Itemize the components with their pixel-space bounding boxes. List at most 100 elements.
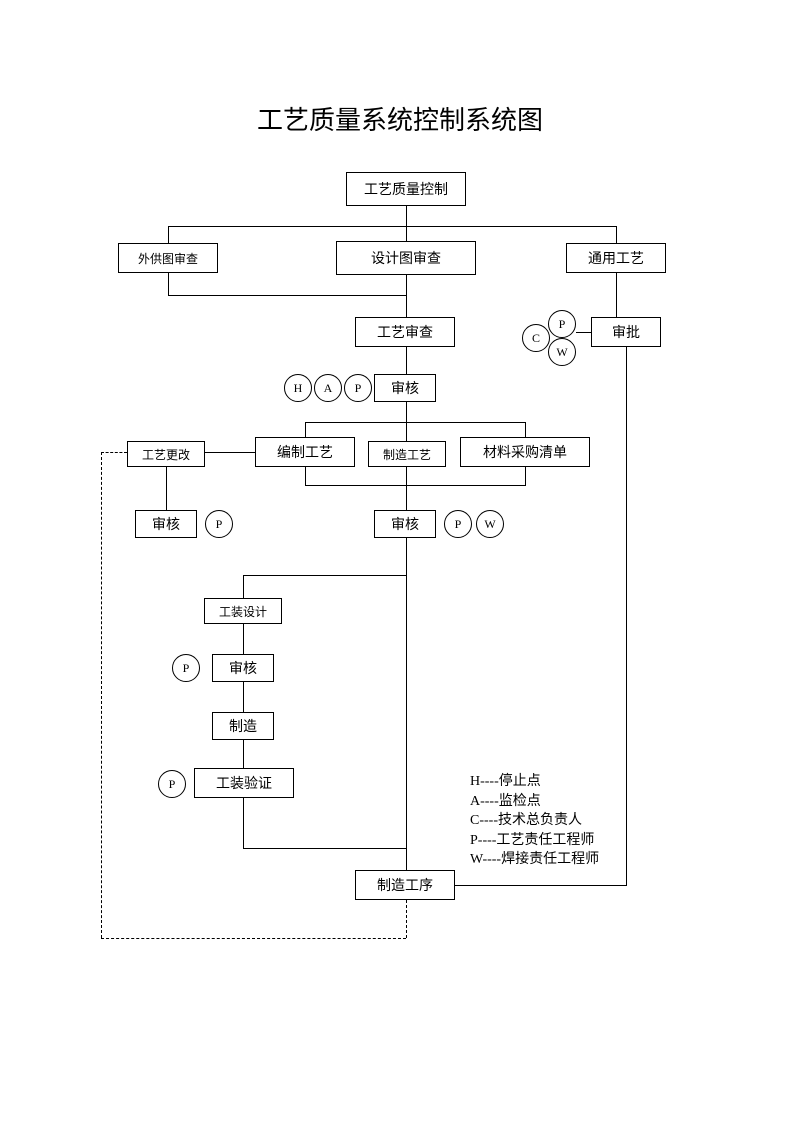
- circle-a: A: [314, 374, 342, 402]
- node-right-top: 通用工艺: [566, 243, 666, 273]
- circle-label: P: [455, 517, 462, 532]
- node-left-top: 外供图审查: [118, 243, 218, 273]
- circle-label: W: [556, 345, 567, 360]
- circle-label: P: [169, 777, 176, 792]
- legend-item: A----监检点: [470, 792, 599, 812]
- edge: [616, 273, 617, 317]
- circle-label: P: [559, 317, 566, 332]
- node-gzyz: 工装验证: [194, 768, 294, 798]
- edge: [243, 682, 244, 712]
- legend-item: H----停止点: [470, 772, 599, 792]
- node-zzgx: 制造工序: [355, 870, 455, 900]
- edge: [406, 402, 407, 422]
- circle-c: C: [522, 324, 550, 352]
- node-label: 制造工序: [377, 875, 433, 895]
- edge: [243, 575, 406, 576]
- circle-p4: P: [444, 510, 472, 538]
- node-label: 审批: [612, 322, 640, 342]
- node-label: 通用工艺: [588, 248, 644, 268]
- edge: [616, 226, 617, 243]
- node-zz: 制造: [212, 712, 274, 740]
- circle-label: P: [355, 381, 362, 396]
- node-gygg: 工艺更改: [127, 441, 205, 467]
- legend: H----停止点 A----监检点 C----技术总负责人 P----工艺责任工…: [470, 772, 599, 870]
- edge: [243, 848, 406, 849]
- edge: [576, 332, 591, 333]
- edge: [406, 485, 407, 510]
- node-bzgy: 编制工艺: [255, 437, 355, 467]
- node-gysc: 工艺审查: [355, 317, 455, 347]
- node-top: 工艺质量控制: [346, 172, 466, 206]
- edge: [101, 452, 127, 453]
- node-label: 工装设计: [219, 603, 267, 620]
- edge: [243, 624, 244, 654]
- node-label: 审核: [391, 514, 419, 534]
- circle-p2: P: [548, 310, 576, 338]
- node-shk-left: 审核: [135, 510, 197, 538]
- node-label: 工艺质量控制: [364, 179, 448, 199]
- node-label: 审核: [391, 378, 419, 398]
- node-label: 制造工艺: [383, 446, 431, 463]
- node-zzgy: 制造工艺: [368, 441, 446, 467]
- edge: [166, 467, 167, 510]
- edge: [406, 347, 407, 374]
- node-label: 工艺审查: [377, 322, 433, 342]
- edge: [168, 226, 616, 227]
- node-gzsj: 工装设计: [204, 598, 282, 624]
- edge: [525, 467, 526, 485]
- edge: [305, 422, 306, 437]
- edge: [305, 467, 306, 485]
- circle-p6: P: [158, 770, 186, 798]
- edge: [406, 206, 407, 226]
- circle-p5: P: [172, 654, 200, 682]
- node-mid-top: 设计图审查: [336, 241, 476, 275]
- edge: [243, 798, 244, 848]
- node-label: 工装验证: [216, 773, 272, 793]
- legend-item: C----技术总负责人: [470, 811, 599, 831]
- legend-item: W----焊接责任工程师: [470, 850, 599, 870]
- node-label: 外供图审查: [138, 250, 198, 267]
- edge: [406, 538, 407, 870]
- edge: [305, 485, 526, 486]
- node-label: 制造: [229, 716, 257, 736]
- node-label: 审核: [152, 514, 180, 534]
- edge: [455, 885, 627, 886]
- edge: [205, 452, 255, 453]
- circle-w1: W: [548, 338, 576, 366]
- diagram-title: 工艺质量系统控制系统图: [225, 100, 575, 137]
- edge: [406, 467, 407, 485]
- edge: [406, 900, 407, 938]
- edge: [101, 938, 406, 939]
- edge: [243, 575, 244, 598]
- circle-w2: W: [476, 510, 504, 538]
- circle-p3: P: [205, 510, 233, 538]
- edge: [305, 422, 525, 423]
- node-shk1: 审核: [374, 374, 436, 402]
- circle-label: C: [532, 331, 540, 346]
- edge: [406, 422, 407, 441]
- node-shk-mid: 审核: [374, 510, 436, 538]
- node-label: 设计图审查: [371, 248, 441, 268]
- edge: [168, 273, 169, 295]
- edge: [101, 452, 102, 938]
- edge: [406, 226, 407, 241]
- circle-label: P: [183, 661, 190, 676]
- circle-label: A: [324, 381, 333, 396]
- edge: [243, 740, 244, 768]
- circle-p1: P: [344, 374, 372, 402]
- node-sp: 审批: [591, 317, 661, 347]
- circle-h: H: [284, 374, 312, 402]
- node-shk2: 审核: [212, 654, 274, 682]
- node-label: 材料采购清单: [483, 442, 567, 462]
- legend-item: P----工艺责任工程师: [470, 831, 599, 851]
- node-label: 审核: [229, 658, 257, 678]
- circle-label: H: [294, 381, 303, 396]
- edge: [525, 422, 526, 437]
- circle-label: W: [484, 517, 495, 532]
- circle-label: P: [216, 517, 223, 532]
- node-clcg: 材料采购清单: [460, 437, 590, 467]
- edge: [168, 226, 169, 243]
- edge: [626, 347, 627, 885]
- node-label: 编制工艺: [277, 442, 333, 462]
- node-label: 工艺更改: [142, 446, 190, 463]
